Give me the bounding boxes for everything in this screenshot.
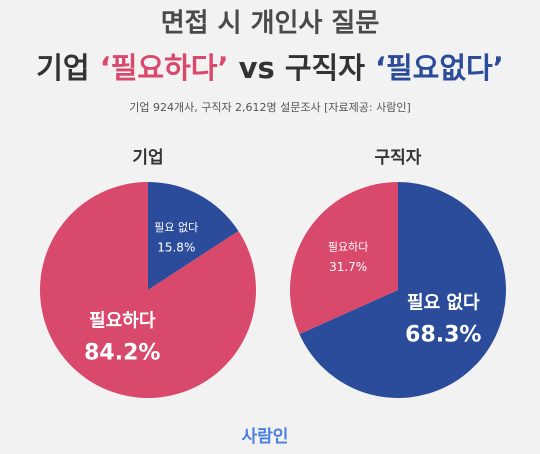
slice-value-label: 84.2% [84,340,160,365]
slice-value-label: 68.3% [405,322,481,347]
pie-slice [148,182,239,290]
headline-part: 기업 [36,51,99,85]
slice-value-label: 15.8% [157,240,195,254]
slice-label: 필요하다 [89,310,156,331]
pie-title: 구직자 [375,148,422,168]
headline-part: vs 구직자 [228,51,375,85]
slice-value-label: 31.7% [329,260,367,274]
headline-part: ‘필요하다’ [100,51,229,85]
logo: 사람인 [242,426,289,447]
pie-slice [40,182,257,398]
slice-label: 필요하다 [328,240,368,254]
slice-label: 필요 없다 [154,221,198,234]
pie-slice [290,182,398,335]
title: 면접 시 개인사 질문 [161,9,380,39]
note: 기업 924개사, 구직자 2,612명 설문조사 [자료제공: 사람인] [129,101,411,114]
headline: 기업 ‘필요하다’ vs 구직자 ‘필요없다’ [36,51,504,85]
pie-slice [299,182,506,398]
headline-part: ‘필요없다’ [375,51,504,85]
pie-title: 기업 [132,148,163,168]
slice-label: 필요 없다 [407,292,480,313]
